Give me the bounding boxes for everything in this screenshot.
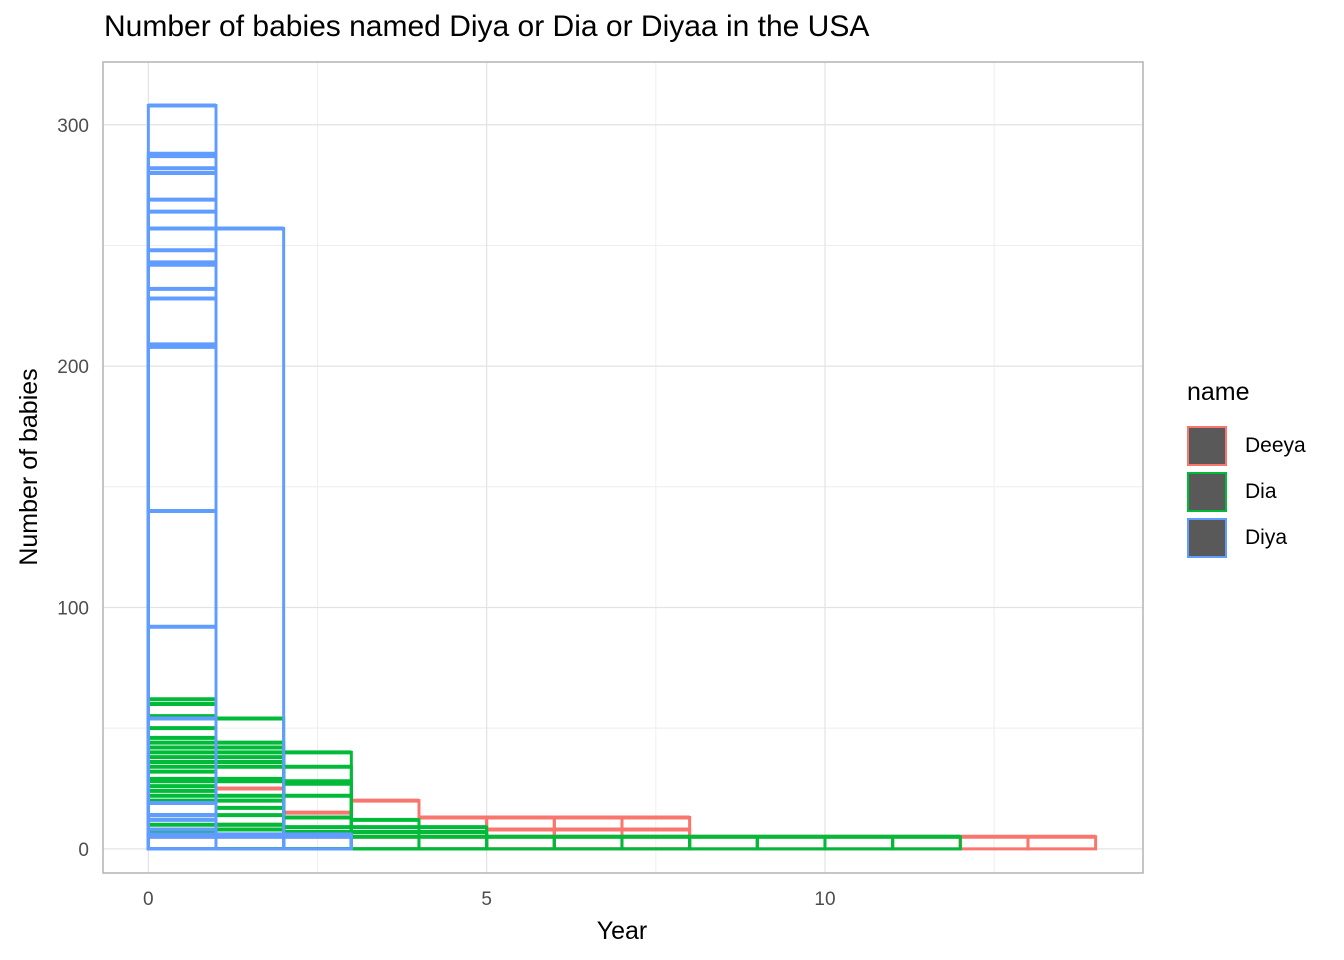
- x-axis-ticks: 0 5 10: [143, 889, 836, 910]
- x-tick-label: 10: [814, 889, 835, 910]
- series-diya: [146, 103, 353, 851]
- chart-title: Number of babies named Diya or Dia or Di…: [104, 10, 870, 43]
- legend-label-dia: Dia: [1245, 480, 1277, 503]
- y-axis-title: Number of babies: [15, 368, 43, 565]
- minor-gridlines: [103, 62, 1143, 873]
- x-tick-label: 5: [481, 889, 492, 910]
- legend-item-dia: Dia: [1187, 469, 1306, 515]
- x-axis-title: Year: [597, 917, 648, 945]
- y-tick-label: 0: [78, 840, 89, 861]
- legend-key-deeya: [1187, 426, 1227, 466]
- y-tick-label: 100: [57, 598, 89, 619]
- legend-key-dia: [1187, 472, 1227, 512]
- legend-item-diya: Diya: [1187, 515, 1306, 561]
- y-axis-ticks: 0 100 200 300: [57, 116, 89, 861]
- legend-item-deeya: Deeya: [1187, 423, 1306, 469]
- panel-background: [103, 62, 1143, 873]
- legend-title: name: [1187, 378, 1250, 406]
- bars-group: [146, 103, 1098, 851]
- panel-border: [102, 61, 1144, 874]
- bar-diya: [214, 227, 286, 851]
- y-tick-label: 200: [57, 357, 89, 378]
- x-tick-label: 0: [143, 889, 154, 910]
- legend-label-deeya: Deeya: [1245, 434, 1306, 457]
- legend: name Deeya Dia Diya: [1187, 378, 1306, 561]
- legend-label-diya: Diya: [1245, 526, 1288, 549]
- legend-key-diya: [1187, 518, 1227, 558]
- y-tick-label: 300: [57, 116, 89, 137]
